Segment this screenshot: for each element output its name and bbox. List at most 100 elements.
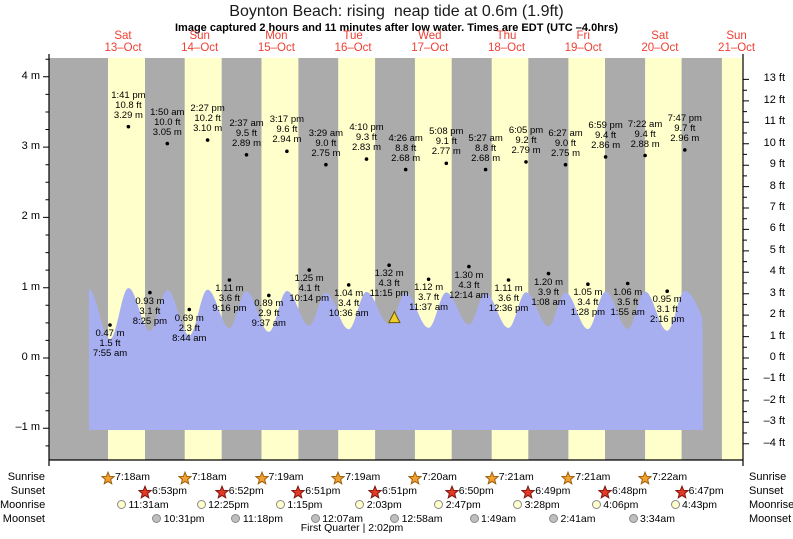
moonset-disc-icon: [152, 514, 162, 523]
high-tide-dot: [524, 160, 528, 164]
tide-annotation-line: 1.04 m: [334, 287, 364, 299]
high-tide-dot: [563, 162, 568, 167]
moonset-disc-icon: [231, 514, 241, 523]
y-axis-label-feet: 11 ft: [764, 115, 785, 128]
tide-annotation-line: 2.9 ft: [258, 308, 280, 320]
tide-annotation-line: 2.83 m: [351, 142, 382, 154]
tide-annotation-line: 2.96 m: [670, 132, 700, 144]
low-tide-dot: [148, 290, 152, 295]
day-label: Sat 13–Oct: [85, 30, 161, 54]
tide-curve: [88, 288, 704, 430]
day-label: Sun 14–Oct: [162, 30, 238, 54]
low-tide-annotation: 1.05 m 3.4 ft 1:28 pm: [571, 288, 605, 318]
almanac-time: 6:53pm: [152, 485, 188, 497]
tide-annotation-line: 6:05 pm: [508, 124, 544, 136]
tide-annotation-line: 8.8 ft: [475, 142, 497, 154]
tide-annotation-line: 3.05 m: [152, 126, 182, 138]
sunrise-star-icon: [330, 470, 346, 485]
y-axis-label-feet: 9 ft: [769, 158, 785, 171]
low-tide-dot: [467, 264, 471, 269]
sunset-star-icon: [214, 484, 230, 499]
almanac-time: 6:51pm: [305, 485, 341, 497]
almanac-time: 11:31am: [128, 499, 169, 511]
y-axis-label-meters: 4 m: [21, 69, 40, 82]
tide-annotation-line: 6:27 am: [548, 127, 583, 139]
moonrise-disc-icon: [670, 500, 680, 509]
sunset-star-icon: [290, 484, 306, 499]
day-name: Sun: [726, 30, 747, 42]
almanac-time: 6:47pm: [688, 485, 724, 497]
almanac-time: 6:51pm: [382, 485, 418, 497]
almanac-time: 6:49pm: [535, 485, 571, 497]
sunset-star-icon: [520, 484, 536, 499]
moonrise-disc-icon: [117, 500, 126, 509]
tide-annotation-line: 1.30 m: [454, 269, 484, 281]
low-tide-dot: [307, 268, 312, 272]
tide-annotation-line: 1.06 m: [613, 286, 643, 298]
low-tide-annotation: 1.04 m 3.4 ft 10:36 am: [329, 287, 369, 319]
moonrise-row-label: Moonrise: [749, 499, 793, 511]
sunrise-star-icon: [177, 470, 193, 485]
moonset-disc-icon: [469, 514, 479, 523]
high-tide-annotation: 3:29 am 9.0 ft 2.75 m: [309, 128, 343, 159]
low-tide-annotation: 1.12 m 3.7 ft 11:37 am: [409, 283, 448, 313]
high-tide-annotation: 2:27 pm 10.2 ft 3.10 m: [190, 104, 224, 134]
sunset-star-icon: [674, 484, 689, 499]
tide-annotation-line: 1.32 m: [374, 268, 404, 280]
sunrise-star-icon: [637, 470, 653, 485]
moonset-disc-icon: [310, 514, 320, 523]
day-label: Sat 20–Oct: [622, 30, 698, 54]
tide-annotation-line: 9.5 ft: [235, 127, 258, 139]
y-axis-label-feet: 5 ft: [769, 243, 785, 256]
almanac-time: 12:25pm: [208, 499, 249, 511]
tide-annotation-line: 1.11 m: [215, 283, 244, 294]
y-axis-label-feet: –3 ft: [763, 415, 785, 428]
tide-annotation-line: 12:14 am: [449, 289, 489, 301]
tide-annotation-line: 2.68 m: [391, 152, 421, 164]
y-axis-label-meters: 3 m: [21, 140, 40, 153]
y-axis-label-meters: 1 m: [21, 280, 40, 293]
tide-annotation-line: 9.3 ft: [355, 132, 378, 144]
tide-annotation-line: 2.75 m: [550, 147, 581, 159]
sunset-star-icon: [214, 484, 230, 499]
high-tide-annotation: 5:27 am 8.8 ft 2.68 m: [468, 133, 502, 164]
y-axis-label-feet: –2 ft: [763, 393, 785, 406]
sunrise-star-icon: [561, 470, 576, 485]
day-date: 13–Oct: [104, 42, 142, 54]
almanac-time: 10:31pm: [163, 513, 205, 525]
sunrise-star-icon: [100, 470, 116, 485]
sunrise-star-icon: [484, 470, 500, 485]
tide-annotation-line: 3.29 m: [113, 109, 143, 121]
tide-annotation-line: 10.8 ft: [115, 99, 142, 111]
low-tide-annotation: 1.11 m 3.6 ft 9:16 pm: [212, 284, 246, 314]
sunrise-star-icon: [407, 470, 423, 485]
tide-annotation-line: 2.3 ft: [178, 322, 200, 334]
sunrise-star-icon: [254, 470, 269, 485]
moonrise-disc-icon: [591, 500, 601, 509]
tide-annotation-line: 1:55 am: [610, 306, 645, 318]
high-tide-annotation: 1:41 pm 10.8 ft 3.29 m: [111, 90, 145, 121]
almanac-time: 6:52pm: [228, 485, 264, 497]
sunrise-star-icon: [407, 470, 423, 485]
low-tide-dot: [267, 293, 271, 298]
moonset-row-label: Moonset: [2, 513, 45, 525]
high-tide-annotation: 6:05 pm 9.2 ft 2.79 m: [508, 124, 544, 156]
almanac-time: 11:18pm: [242, 513, 283, 525]
tide-annotation-line: 1.20 m: [533, 276, 564, 288]
y-axis-label-feet: 1 ft: [769, 329, 785, 342]
almanac-time: 7:19am: [345, 471, 381, 483]
tide-annotation-line: 1.25 m: [294, 273, 324, 285]
tide-annotation-line: 7:47 pm: [667, 112, 702, 124]
low-tide-dot: [227, 278, 232, 282]
tide-annotation-line: 3.4 ft: [338, 297, 360, 309]
sunset-star-icon: [367, 484, 383, 499]
tide-annotation-line: 1.11 m: [494, 283, 523, 294]
day-label: Tue 16–Oct: [315, 30, 391, 54]
low-tide-annotation: 0.69 m 2.3 ft 8:44 am: [172, 313, 206, 344]
high-tide-dot: [285, 149, 289, 154]
almanac-time: 7:18am: [115, 471, 151, 483]
tide-annotation-line: 10.2 ft: [194, 113, 221, 125]
tide-annotation-line: 9.4 ft: [634, 128, 656, 140]
